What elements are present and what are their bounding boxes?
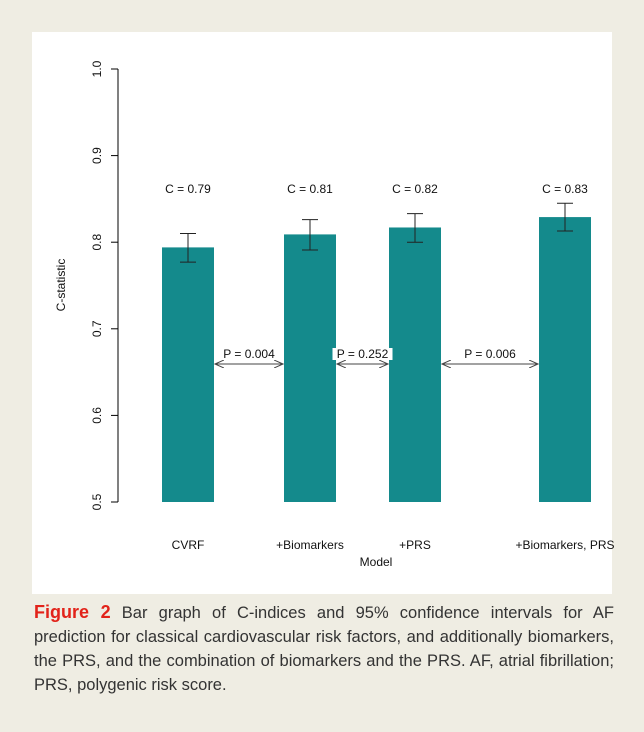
y-tick-label: 0.8 [90, 234, 104, 251]
y-tick-label: 0.6 [90, 407, 104, 424]
x-axis-label: Model [360, 555, 393, 569]
bar [284, 234, 336, 502]
value-label: C = 0.82 [392, 182, 438, 196]
error-bar [557, 202, 573, 232]
value-label: C = 0.83 [542, 182, 588, 196]
annotation: P = 0.004 [223, 347, 275, 361]
x-tick-label: CVRF [172, 538, 205, 552]
error-bar [180, 233, 196, 263]
caption-text: Bar graph of C-indices and 95% confidenc… [34, 604, 615, 694]
y-tick-label: 0.9 [90, 147, 104, 164]
annotation-bg [460, 348, 520, 360]
x-tick-label: +Biomarkers [276, 538, 344, 552]
y-tick-label: 0.5 [90, 493, 104, 510]
annotation-bg [219, 348, 279, 360]
x-tick-label: +PRS [399, 538, 431, 552]
y-axis-label: C-statistic [54, 259, 68, 312]
x-tick-label: +Biomarkers, PRS [515, 538, 614, 552]
bar [539, 217, 591, 502]
y-tick-label: 1.0 [90, 60, 104, 77]
caption-label: Figure 2 [34, 602, 111, 622]
annotation: P = 0.006 [464, 347, 516, 361]
error-bar [302, 219, 318, 251]
y-tick-label: 0.7 [90, 320, 104, 337]
annotation: P = 0.252 [337, 347, 389, 361]
value-label: C = 0.81 [287, 182, 333, 196]
value-label: C = 0.79 [165, 182, 211, 196]
bar [162, 247, 214, 502]
annotation-bg [332, 348, 393, 360]
error-bar [407, 213, 423, 243]
caption: Figure 2 Bar graph of C-indices and 95% … [34, 600, 614, 697]
bar [389, 227, 441, 502]
chart: C-statistic Model 0.5 0.6 0.7 0.8 0.9 1.0 C = … [54, 60, 614, 569]
